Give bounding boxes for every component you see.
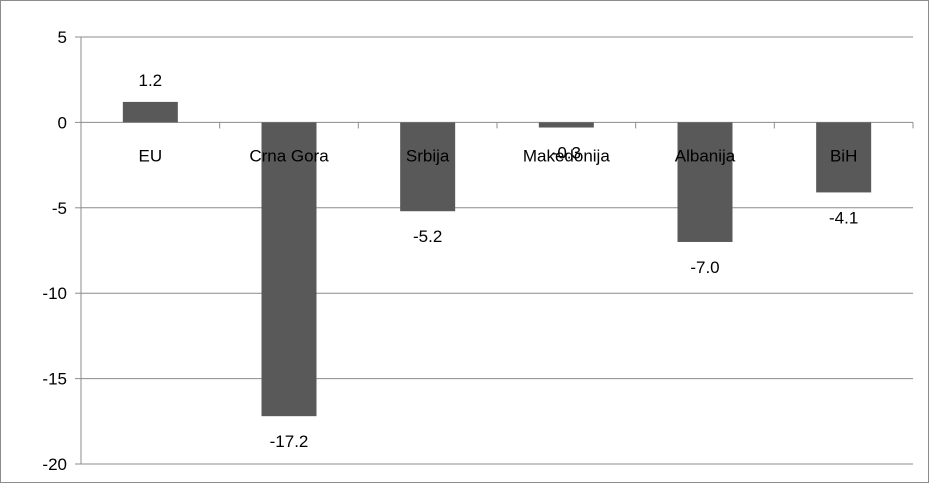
bars xyxy=(122,101,872,417)
y-tick-label: -20 xyxy=(42,455,67,474)
y-tick-label: -15 xyxy=(42,370,67,389)
data-label: -0.3 xyxy=(552,144,581,163)
category-label: EU xyxy=(139,146,163,165)
bar-crna-gora xyxy=(261,122,317,417)
category-label: Crna Gora xyxy=(249,146,329,165)
bar-albanija xyxy=(677,122,733,242)
y-tick-labels: 5 0 -5 -10 -15 -20 xyxy=(42,28,67,474)
category-label: Makedonija xyxy=(523,146,610,165)
category-label: BiH xyxy=(830,146,857,165)
data-label: 1.2 xyxy=(139,71,163,90)
y-tick-label: -10 xyxy=(42,284,67,303)
y-tick-label: 5 xyxy=(58,28,67,47)
grid-lines xyxy=(81,36,913,465)
y-tick-label: -5 xyxy=(52,199,67,218)
bar-makedonija xyxy=(538,122,594,128)
data-label: -17.2 xyxy=(270,432,309,451)
data-label: -7.0 xyxy=(690,258,719,277)
axes xyxy=(75,36,914,465)
category-labels: EU Crna Gora Srbija Makedonija Albanija BiH xyxy=(139,146,858,165)
y-tick-label: 0 xyxy=(58,113,67,132)
data-labels: 1.2 -17.2 -5.2 -0.3 -7.0 -4.1 xyxy=(139,71,859,451)
category-label: Srbija xyxy=(406,146,450,165)
data-label: -5.2 xyxy=(413,227,442,246)
bar-srbija xyxy=(400,122,456,212)
bar-eu xyxy=(122,101,178,123)
data-label: -4.1 xyxy=(829,208,858,227)
bar-bih xyxy=(816,122,872,193)
category-label: Albanija xyxy=(675,146,736,165)
